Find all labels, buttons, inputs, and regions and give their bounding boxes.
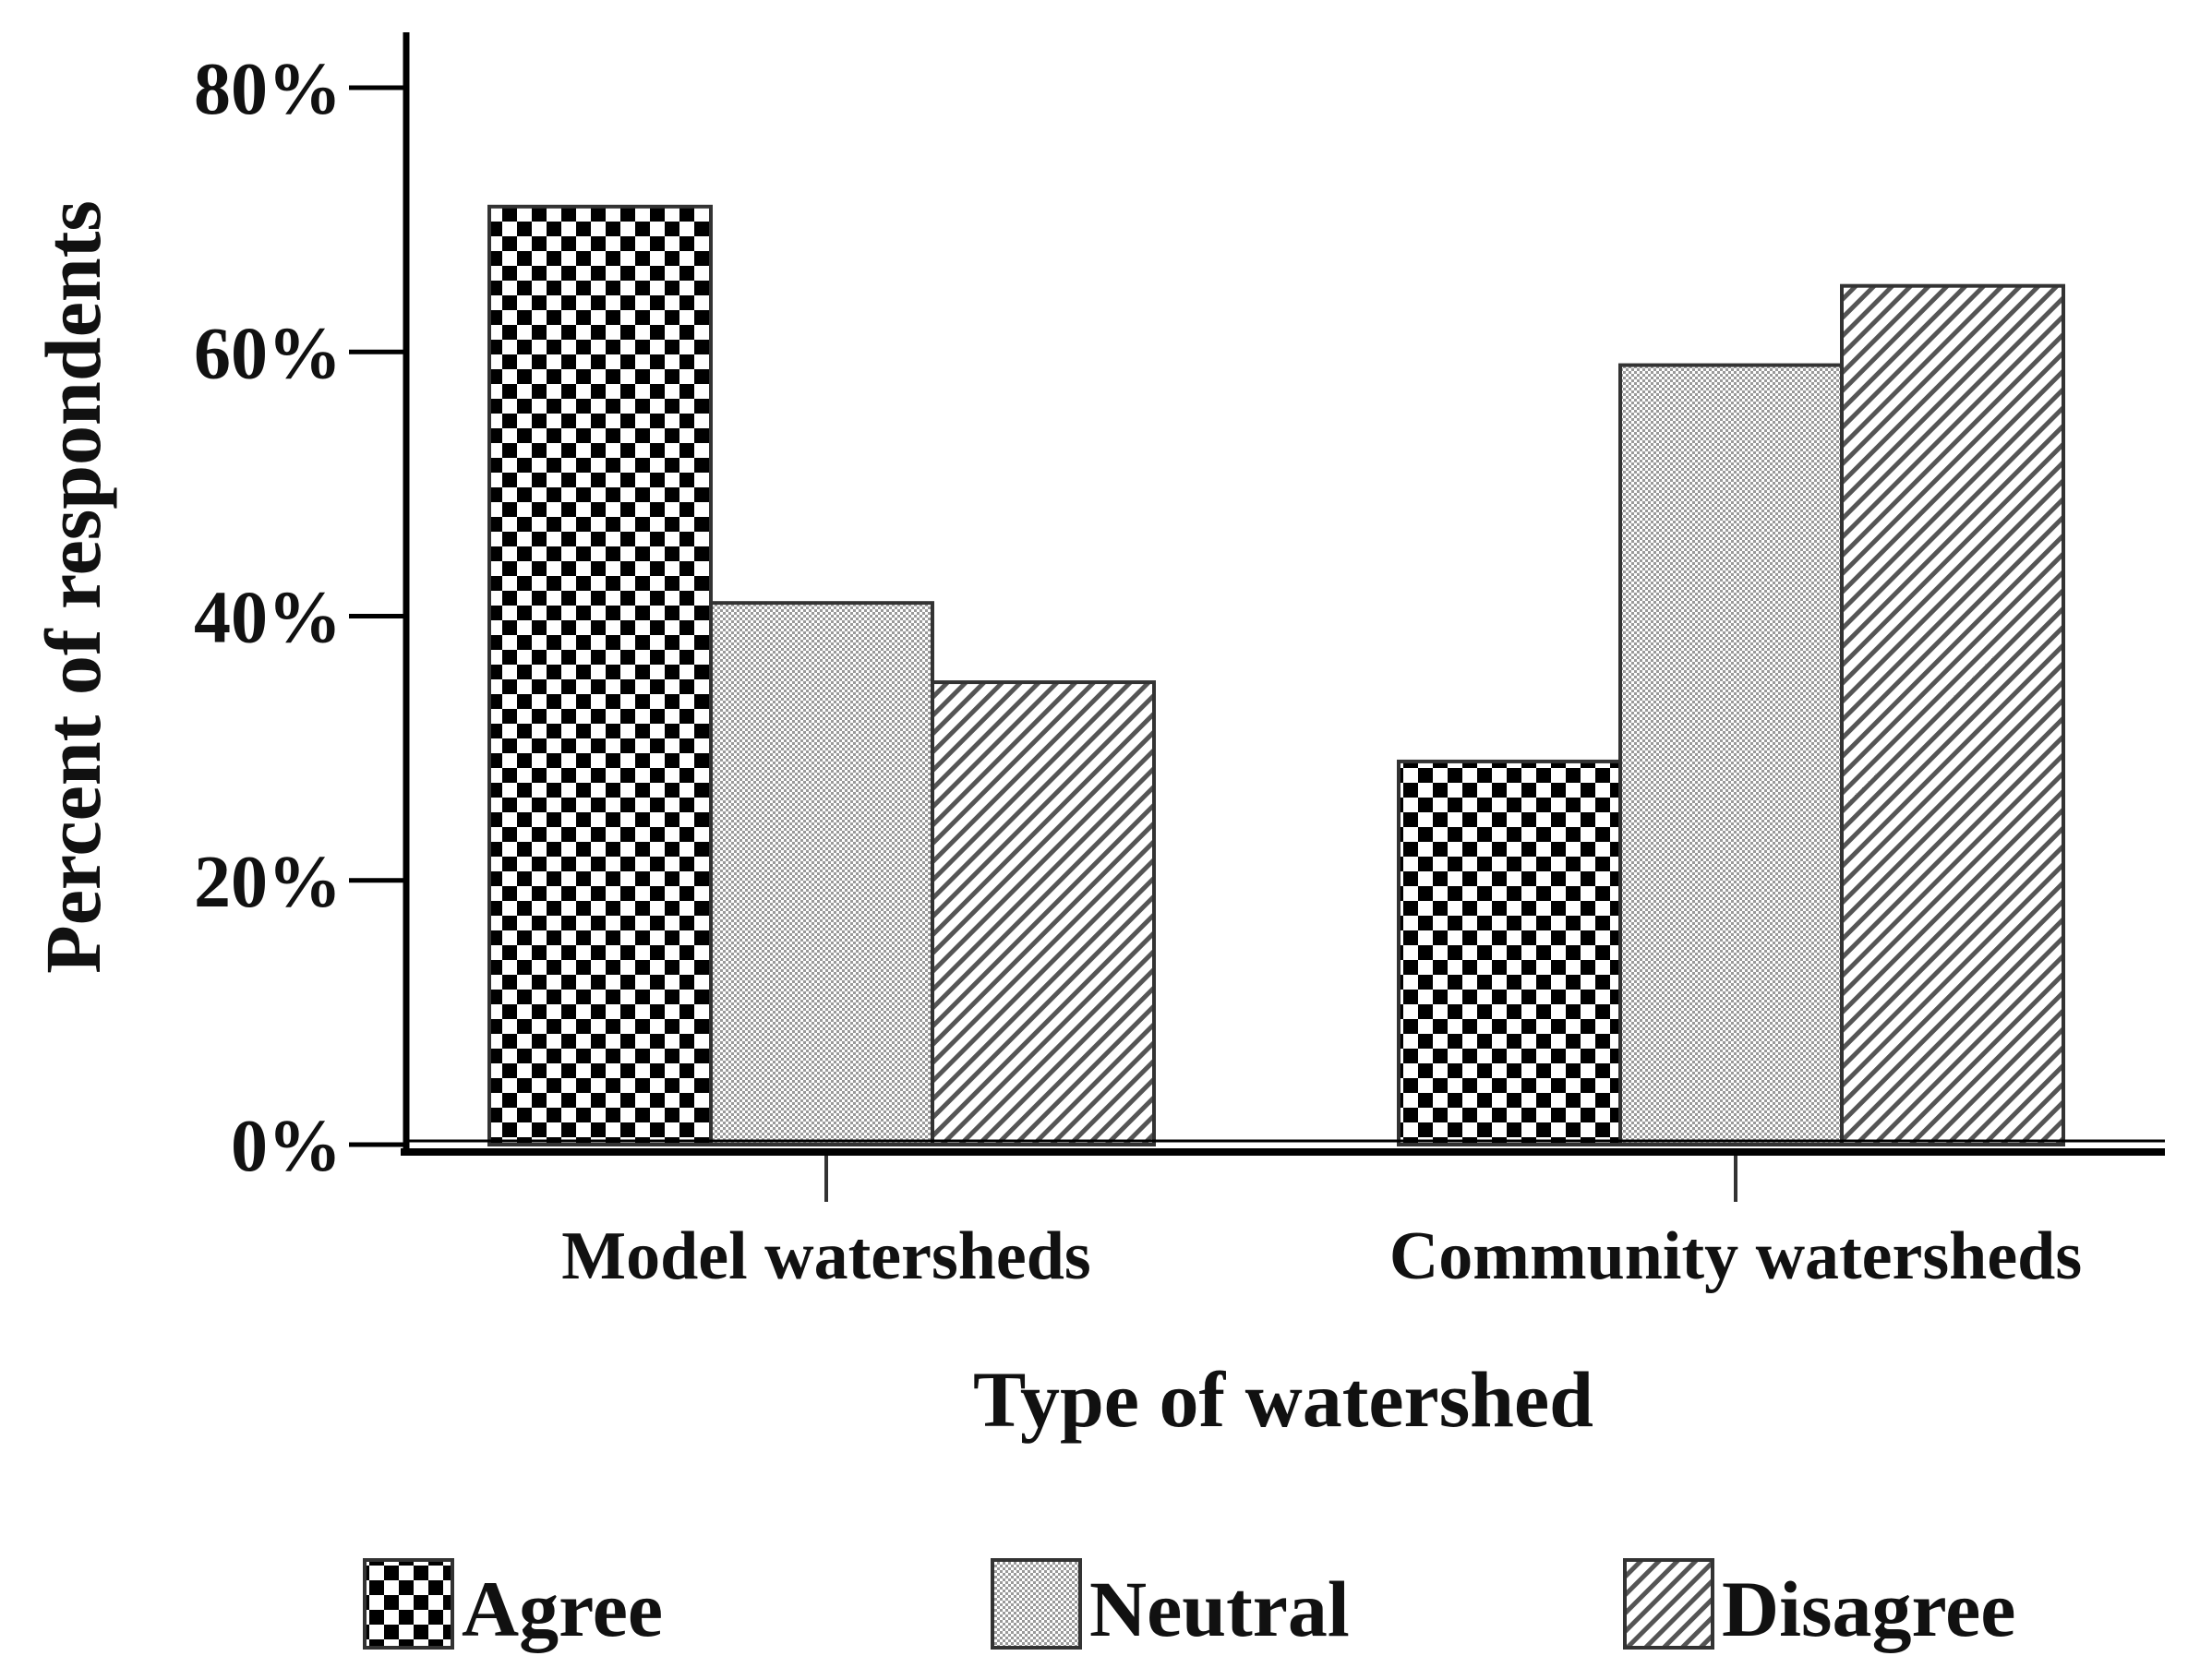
bar-community-watersheds-neutral [1618,363,1844,1146]
axes-layer [401,32,2165,1156]
x-axis-title: Type of watershed [973,1355,1593,1444]
y-tick-label: 0% [231,1106,342,1187]
y-tick-label: 20% [194,842,342,923]
y-tick-label: 80% [194,49,342,130]
legend: Agree Neutral Disagree [363,1558,2015,1653]
bar-community-watersheds-disagree [1840,283,2065,1146]
bar-model-watersheds-neutral [709,601,934,1146]
bar-community-watersheds-agree [1397,759,1622,1146]
y-tick-label: 60% [194,313,342,394]
legend-label-disagree: Disagree [1722,1565,2015,1653]
x-category-label: Community watersheds [1389,1218,2082,1294]
legend-swatch-disagree [1623,1558,1714,1650]
legend-swatch-agree [363,1558,454,1650]
x-category-label: Model watersheds [561,1218,1090,1294]
bars-layer [487,204,2065,1146]
bar-model-watersheds-agree [487,204,713,1146]
category-layer: Model watersheds Community watersheds [561,1156,2082,1294]
legend-label-agree: Agree [462,1565,663,1653]
y-axis-title: Percent of respondents [29,200,117,974]
y-tick-layer: 0% 20% 40% 60% 80% [194,49,406,1187]
legend-swatch-neutral [991,1558,1082,1650]
bar-model-watersheds-disagree [931,680,1156,1146]
legend-label-neutral: Neutral [1089,1565,1350,1653]
y-tick-label: 40% [194,578,342,659]
